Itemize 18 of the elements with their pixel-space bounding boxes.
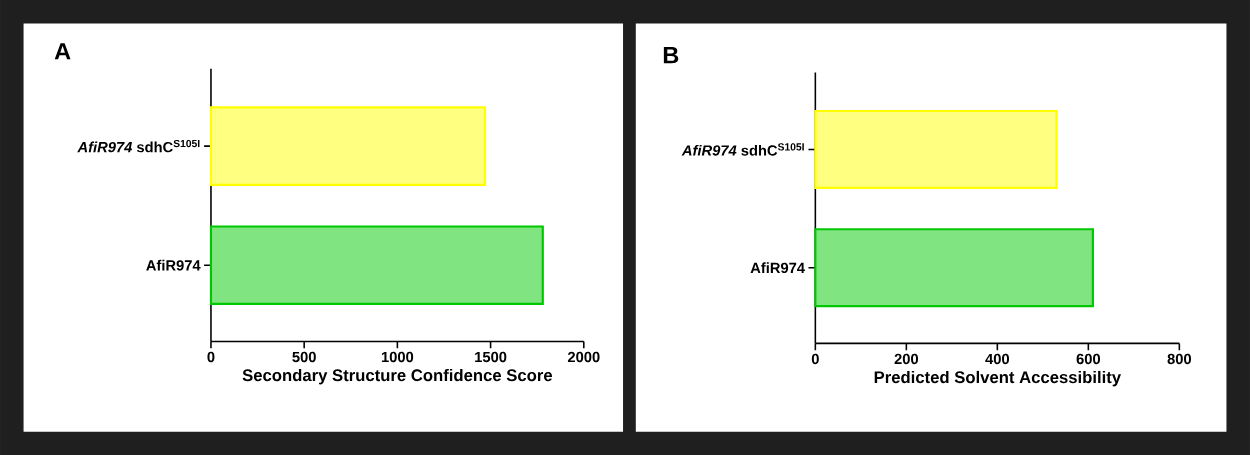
x-tick-label: 500 <box>292 351 316 363</box>
x-tick-label: 1500 <box>475 351 507 363</box>
chart-title: B <box>663 46 679 64</box>
x-tick-label: 200 <box>894 353 919 365</box>
y-tick-label: AfiR974 <box>146 259 201 271</box>
y-tick-label: AfiR974 sdhC$^{S105I}$ <box>681 143 804 156</box>
x-axis-title: Secondary Structure Confidence Score <box>242 368 553 385</box>
x-tick-label: 400 <box>985 353 1010 365</box>
x-tick-label: 800 <box>1167 353 1192 365</box>
y-tick-label: AfiR974 sdhC$^{S105I}$ <box>77 139 200 153</box>
x-tick-label: 2000 <box>567 351 600 363</box>
y-tick-label: AfiR974 <box>750 262 805 273</box>
x-tick-label: 600 <box>1076 353 1101 365</box>
chart-title: A <box>54 43 71 60</box>
x-tick-label: 0 <box>207 351 215 363</box>
x-tick-label: 0 <box>811 353 819 365</box>
x-axis-title: Predicted Solvent Accessibility <box>874 370 1121 387</box>
x-tick-label: 1000 <box>381 351 414 363</box>
